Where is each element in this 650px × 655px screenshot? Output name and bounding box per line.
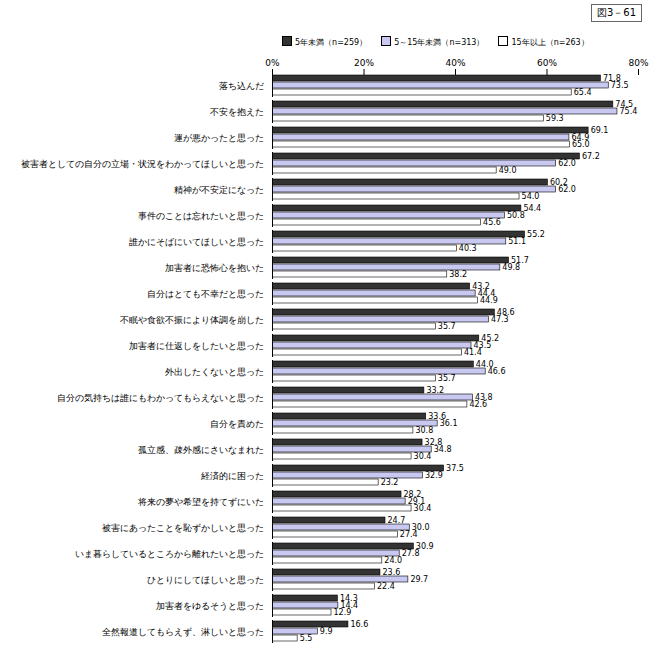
html-text:図3－61: 図3－61 — [596, 7, 636, 18]
svg-text:事件のことは忘れたいと思った: 事件のことは忘れたいと思った — [138, 211, 264, 221]
svg-text:44.4: 44.4 — [477, 289, 496, 299]
svg-text:20%: 20% — [354, 58, 374, 68]
svg-text:14.3: 14.3 — [339, 594, 358, 604]
svg-text:30.4: 30.4 — [414, 452, 432, 461]
svg-text:62.0: 62.0 — [558, 185, 576, 194]
svg-text:67.2: 67.2 — [582, 152, 600, 161]
html-text:15年以上（n=263）: 15年以上（n=263） — [511, 38, 589, 47]
svg-text:43.5: 43.5 — [473, 341, 492, 351]
svg-text:経済的に困った: 経済的に困った — [200, 471, 264, 481]
svg-text:37.5: 37.5 — [446, 464, 464, 473]
svg-text:38.2: 38.2 — [449, 270, 467, 279]
svg-text:69.1: 69.1 — [591, 126, 609, 135]
svg-text:被害にあったことを恥ずかしいと思った: 被害にあったことを恥ずかしいと思った — [102, 523, 264, 533]
svg-text:51.7: 51.7 — [511, 256, 529, 266]
svg-text:54.0: 54.0 — [522, 192, 540, 201]
svg-text:40.3: 40.3 — [459, 244, 477, 253]
svg-text:24.7: 24.7 — [388, 516, 406, 525]
svg-text:49.8: 49.8 — [502, 263, 520, 272]
svg-text:自分の気持ちは誰にもわかってもらえないと思った: 自分の気持ちは誰にもわかってもらえないと思った — [57, 393, 264, 403]
svg-text:44.0: 44.0 — [475, 360, 494, 370]
svg-text:43.2: 43.2 — [472, 282, 490, 292]
svg-text:孤立感、疎外感にさいなまれた: 孤立感、疎外感にさいなまれた — [138, 445, 264, 455]
svg-text:48.6: 48.6 — [496, 308, 515, 318]
svg-text:30.4: 30.4 — [414, 504, 432, 513]
svg-text:5.5: 5.5 — [300, 634, 313, 643]
svg-text:不安を抱えた: 不安を抱えた — [210, 107, 264, 117]
svg-text:33.2: 33.2 — [426, 386, 444, 395]
svg-text:加害者に恐怖心を抱いた: 加害者に恐怖心を抱いた — [165, 263, 264, 273]
svg-text:46.6: 46.6 — [488, 367, 506, 376]
svg-text:73.5: 73.5 — [611, 81, 629, 90]
svg-text:22.4: 22.4 — [377, 582, 395, 591]
svg-text:0%: 0% — [265, 58, 280, 68]
svg-text:35.7: 35.7 — [438, 322, 456, 331]
svg-text:運が悪かったと思った: 運が悪かったと思った — [174, 133, 264, 143]
svg-text:45.2: 45.2 — [481, 334, 500, 344]
svg-text:32.9: 32.9 — [425, 471, 443, 480]
svg-text:35.7: 35.7 — [438, 374, 456, 383]
svg-text:被害者としての自分の立場・状況をわかってほしいと思った: 被害者としての自分の立場・状況をわかってほしいと思った — [21, 159, 264, 169]
svg-text:36.1: 36.1 — [440, 419, 458, 428]
svg-text:51.1: 51.1 — [508, 237, 526, 246]
svg-text:75.4: 75.4 — [619, 107, 637, 116]
svg-text:42.6: 42.6 — [469, 400, 487, 409]
svg-text:74.5: 74.5 — [615, 100, 634, 110]
svg-text:27.8: 27.8 — [402, 549, 420, 558]
svg-text:34.8: 34.8 — [434, 445, 452, 454]
svg-text:65.0: 65.0 — [572, 140, 590, 149]
svg-text:64.9: 64.9 — [571, 133, 590, 143]
svg-text:27.4: 27.4 — [400, 530, 418, 539]
svg-text:40%: 40% — [445, 58, 465, 68]
svg-text:29.7: 29.7 — [410, 575, 428, 584]
svg-text:全然報道してもらえず、淋しいと思った: 全然報道してもらえず、淋しいと思った — [102, 627, 264, 637]
svg-text:16.6: 16.6 — [350, 620, 368, 629]
svg-text:30.0: 30.0 — [411, 523, 430, 533]
svg-text:落ち込んだ: 落ち込んだ — [219, 81, 264, 91]
svg-text:加害者に仕返しをしたいと思った: 加害者に仕返しをしたいと思った — [129, 341, 264, 351]
svg-text:不眠や食欲不振により体調を崩した: 不眠や食欲不振により体調を崩した — [120, 315, 264, 325]
svg-text:ひとりにしてほしいと思った: ひとりにしてほしいと思った — [147, 575, 264, 585]
svg-text:59.3: 59.3 — [546, 114, 564, 123]
svg-text:30.8: 30.8 — [415, 426, 433, 435]
svg-text:加害者をゆるそうと思った: 加害者をゆるそうと思った — [156, 601, 264, 611]
svg-text:71.8: 71.8 — [603, 74, 621, 84]
svg-text:65.4: 65.4 — [574, 88, 592, 97]
svg-text:50.8: 50.8 — [507, 211, 525, 220]
svg-text:28.2: 28.2 — [403, 490, 422, 500]
svg-text:24.0: 24.0 — [384, 556, 402, 565]
svg-text:12.9: 12.9 — [334, 608, 352, 617]
svg-text:43.8: 43.8 — [474, 393, 493, 403]
html-text:5～15年未満（n=313）: 5～15年未満（n=313） — [394, 38, 485, 47]
svg-text:62.0: 62.0 — [558, 159, 576, 168]
svg-text:60.2: 60.2 — [549, 178, 568, 188]
svg-text:23.6: 23.6 — [382, 568, 400, 577]
svg-text:33.6: 33.6 — [428, 412, 446, 422]
svg-text:60%: 60% — [537, 58, 557, 68]
svg-text:自分はとても不幸だと思った: 自分はとても不幸だと思った — [147, 289, 264, 299]
svg-text:精神が不安定になった: 精神が不安定になった — [174, 185, 264, 195]
svg-text:いま暮らしているところから離れたいと思った: いま暮らしているところから離れたいと思った — [75, 549, 264, 559]
svg-text:外出したくないと思った: 外出したくないと思った — [165, 367, 264, 377]
svg-text:将来の夢や希望を持てずにいた: 将来の夢や希望を持てずにいた — [137, 497, 264, 507]
svg-text:44.9: 44.9 — [480, 296, 498, 305]
svg-text:55.2: 55.2 — [527, 230, 545, 239]
svg-text:自分を責めた: 自分を責めた — [210, 419, 264, 429]
svg-text:30.9: 30.9 — [415, 542, 434, 552]
svg-text:誰かにそばにいてほしいと思った: 誰かにそばにいてほしいと思った — [129, 237, 264, 247]
svg-text:41.4: 41.4 — [464, 348, 482, 357]
svg-text:32.8: 32.8 — [424, 438, 443, 448]
svg-text:49.0: 49.0 — [499, 166, 517, 175]
svg-text:54.4: 54.4 — [523, 204, 541, 213]
svg-text:45.6: 45.6 — [483, 218, 501, 227]
svg-text:29.1: 29.1 — [407, 497, 426, 507]
svg-text:80%: 80% — [628, 58, 648, 68]
svg-text:9.9: 9.9 — [320, 627, 333, 636]
svg-text:14.4: 14.4 — [340, 601, 359, 611]
svg-text:47.3: 47.3 — [491, 315, 509, 324]
svg-text:23.2: 23.2 — [381, 478, 399, 487]
html-text:5年未満（n=259）: 5年未満（n=259） — [295, 38, 368, 47]
